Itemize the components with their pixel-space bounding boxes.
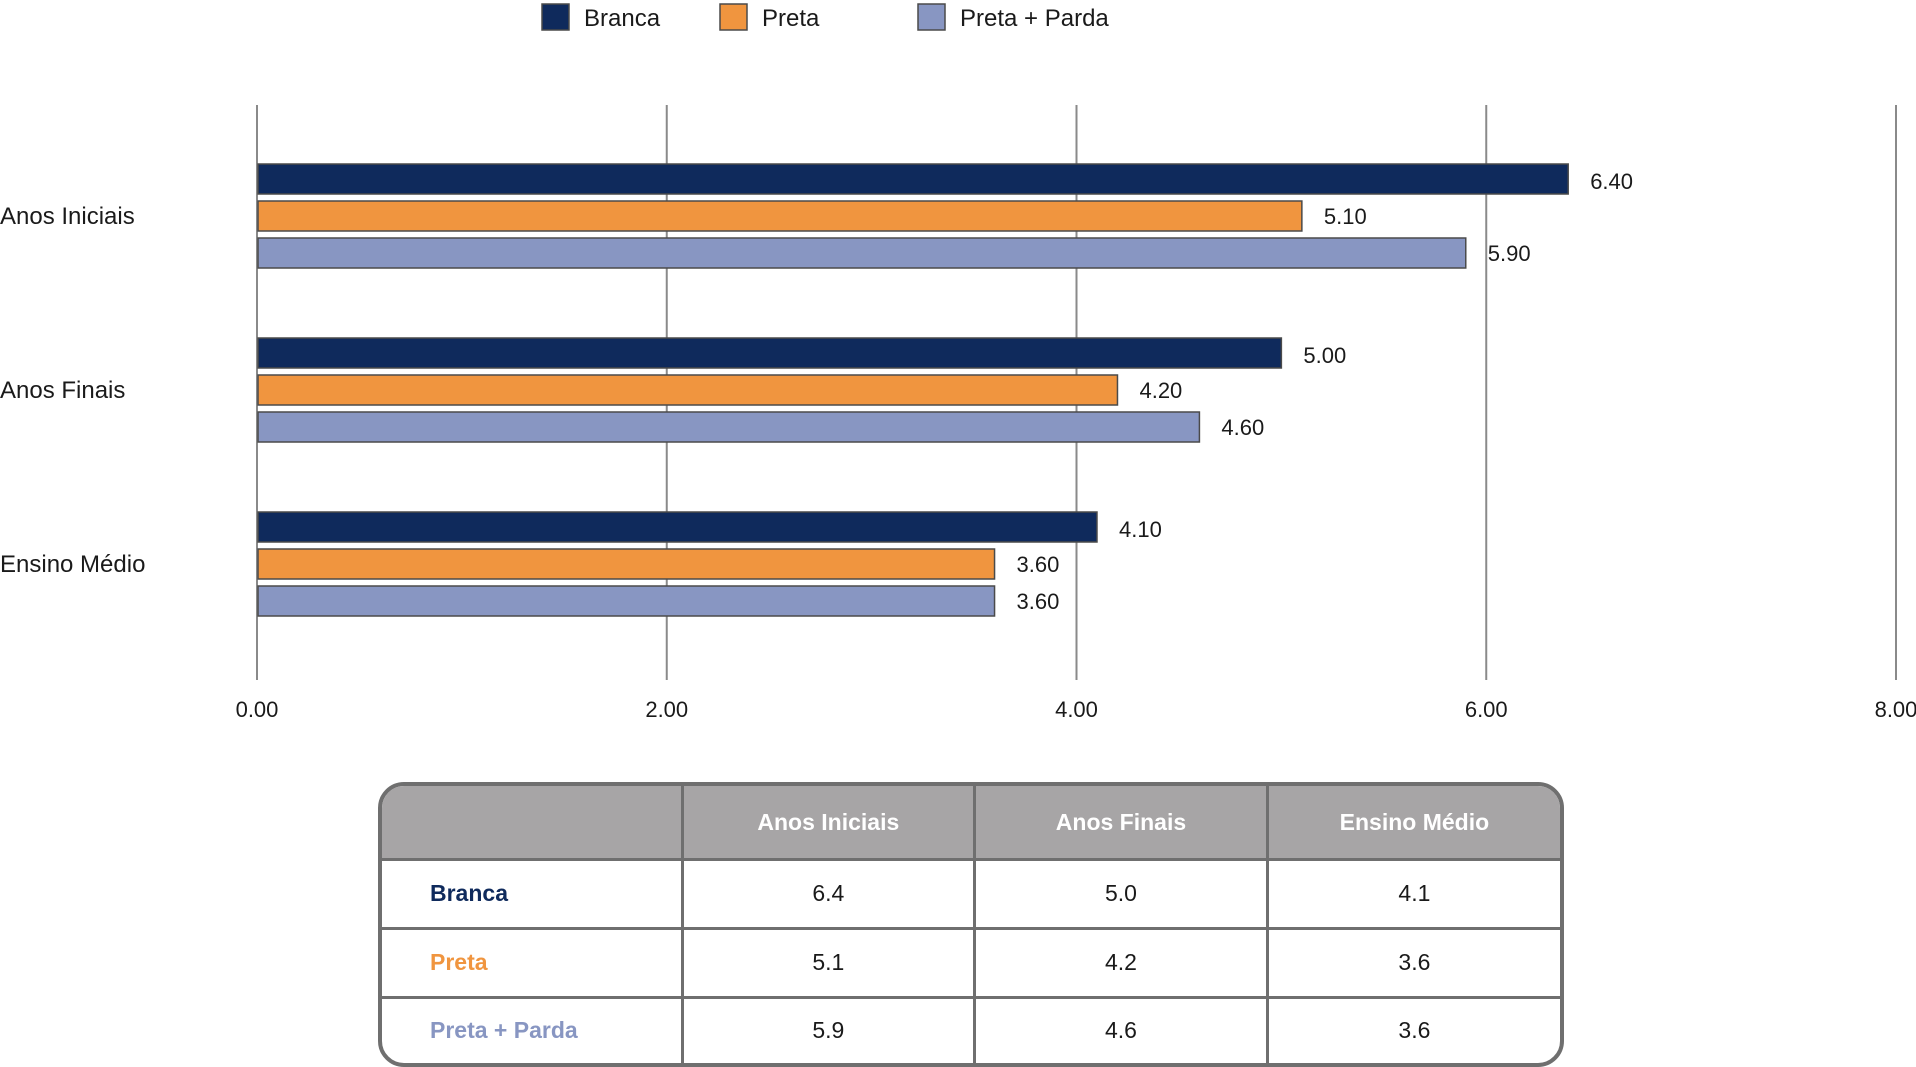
bar-preta-parda-anos-iniciais [257,237,1467,269]
table-row-label: Preta + Parda [382,995,684,1063]
bars [257,163,1569,617]
legend-swatch-preta [719,3,748,31]
value-label-branca-anos-iniciais: 6.40 [1590,169,1633,194]
bar-branca-anos-finais [257,337,1283,369]
table-cell: 3.6 [1265,926,1560,999]
legend-swatch-preta-parda [917,3,946,31]
value-label-preta-anos-finais: 4.20 [1139,378,1182,403]
table-cell: 4.2 [973,926,1269,999]
category-label-anos-iniciais: Anos Iniciais [0,203,135,230]
bar-preta-anos-finais [257,374,1119,406]
table-row-label: Preta [382,926,684,999]
x-tick-label: 2.00 [645,697,688,722]
table-cell: 5.1 [680,926,977,999]
value-label-branca-ensino-medio: 4.10 [1119,517,1162,542]
table-cell: 5.9 [680,995,977,1063]
table-header-anos-finais: Anos Finais [973,786,1269,861]
value-label-preta-parda-anos-iniciais: 5.90 [1488,241,1531,266]
table-header-corner [382,786,684,861]
bar-preta-ensino-medio [257,548,996,580]
table-row-label: Branca [382,858,684,930]
table-header-anos-iniciais: Anos Iniciais [680,786,977,861]
data-table-container: Anos Iniciais Anos Finais Ensino Médio B… [378,782,1564,1067]
value-label-branca-anos-finais: 5.00 [1303,343,1346,368]
data-table: Anos Iniciais Anos Finais Ensino Médio B… [382,786,1560,1063]
x-tick-label: 4.00 [1055,697,1098,722]
value-label-preta-anos-iniciais: 5.10 [1324,204,1367,229]
value-labels: 6.40 5.10 5.90 5.00 4.20 4.60 4.10 3.60 3.60 [1017,169,1633,614]
table-cell: 5.0 [973,858,1269,930]
bar-preta-parda-anos-finais [257,411,1201,443]
x-tick-label: 8.00 [1875,697,1916,722]
table-row: Preta 5.1 4.2 3.6 [382,926,1560,999]
legend-swatch-branca [541,3,570,31]
table-cell: 3.6 [1265,995,1560,1063]
table-header-row: Anos Iniciais Anos Finais Ensino Médio [382,786,1560,861]
table-cell: 4.6 [973,995,1269,1063]
x-tick-label: 6.00 [1465,697,1508,722]
chart-legend: Branca Preta Preta + Parda [541,3,1109,32]
bar-branca-ensino-medio [257,511,1098,543]
x-axis-tick-labels: 0.00 2.00 4.00 6.00 8.00 [236,697,1916,722]
x-tick-label: 0.00 [236,697,279,722]
category-label-anos-finais: Anos Finais [0,377,125,404]
legend-label-preta: Preta [762,5,820,32]
table-cell: 6.4 [680,858,977,930]
category-labels: Anos Iniciais Anos Finais Ensino Médio [0,203,145,578]
value-label-preta-ensino-medio: 3.60 [1017,552,1060,577]
bar-preta-anos-iniciais [257,200,1303,232]
table-row: Preta + Parda 5.9 4.6 3.6 [382,995,1560,1063]
legend-label-preta-parda: Preta + Parda [960,5,1109,32]
bar-branca-anos-iniciais [257,163,1569,195]
table-header-ensino-medio: Ensino Médio [1265,786,1560,861]
table-row: Branca 6.4 5.0 4.1 [382,858,1560,930]
value-label-preta-parda-anos-finais: 4.60 [1221,415,1264,440]
bar-preta-parda-ensino-medio [257,585,996,617]
value-label-preta-parda-ensino-medio: 3.60 [1017,589,1060,614]
table-cell: 4.1 [1265,858,1560,930]
category-label-ensino-medio: Ensino Médio [0,551,145,578]
legend-label-branca: Branca [584,5,661,32]
bar-chart: Branca Preta Preta + Parda 6.40 5.10 5.90 5.0… [0,3,1916,722]
